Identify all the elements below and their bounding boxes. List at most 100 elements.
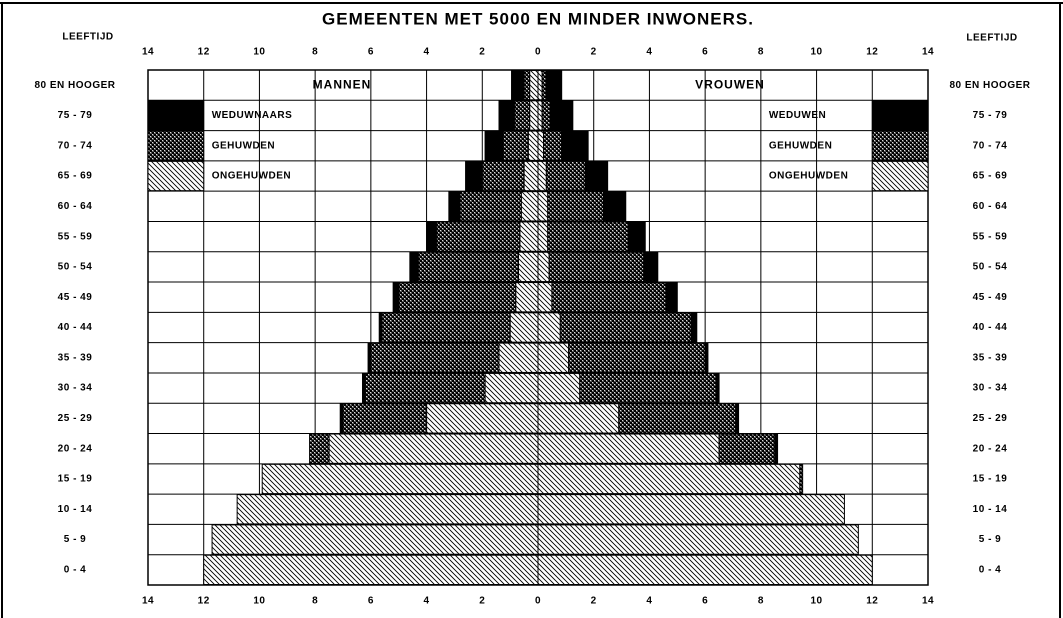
- bar-segment: [529, 70, 539, 101]
- bar-segment: [559, 312, 692, 343]
- bar-segment: [465, 160, 483, 192]
- y-tick-label: 20 - 24: [58, 443, 93, 454]
- bar-segment: [362, 372, 366, 404]
- x-tick-label: 10: [253, 596, 265, 607]
- y-tick-label: 55 - 59: [58, 231, 93, 242]
- y-tick-label: 15 - 19: [973, 474, 1008, 485]
- bar-segment: [518, 251, 539, 283]
- x-tick-label: 2: [591, 596, 597, 607]
- x-tick-label: 12: [198, 47, 210, 58]
- y-tick-label: 80 EN HOOGER: [34, 80, 115, 91]
- x-tick-label: 8: [758, 47, 764, 58]
- x-tick-label: 2: [479, 596, 485, 607]
- bar-segment: [523, 70, 531, 101]
- x-tick-label: 0: [535, 596, 541, 607]
- y-tick-label: 60 - 64: [973, 201, 1008, 212]
- bar-segment: [527, 130, 539, 161]
- bar-segment: [584, 160, 609, 192]
- y-tick-label: 65 - 69: [58, 171, 93, 182]
- y-tick-label: 25 - 29: [58, 413, 93, 424]
- bar-segment: [520, 191, 539, 222]
- y-tick-label: 40 - 44: [58, 322, 93, 333]
- x-tick-label: 4: [424, 596, 430, 607]
- bar-segment: [537, 100, 543, 131]
- bar-segment: [236, 494, 539, 525]
- y-axis-label: LEEFTIJD: [62, 32, 113, 43]
- bar-segment: [537, 70, 543, 101]
- bar-segment: [370, 342, 500, 373]
- y-tick-label: 10 - 14: [58, 504, 93, 515]
- y-tick-label: 80 EN HOOGER: [949, 80, 1030, 91]
- bar-segment: [381, 312, 511, 343]
- bar-segment: [309, 433, 330, 464]
- bar-segment: [328, 433, 539, 464]
- x-tick-label: 2: [591, 47, 597, 58]
- bar-segment: [481, 160, 525, 192]
- bar-segment: [203, 554, 539, 585]
- x-tick-label: 10: [253, 47, 265, 58]
- bar-segment: [426, 403, 539, 434]
- legend-label: WEDUWEN: [769, 110, 826, 121]
- bar-segment: [537, 554, 873, 585]
- bar-segment: [561, 130, 589, 161]
- bar-segment: [511, 70, 525, 101]
- bar-segment: [484, 130, 504, 161]
- bar-segment: [579, 372, 717, 404]
- bar-segment: [665, 282, 678, 313]
- bar-segment: [543, 130, 563, 161]
- bar-segment: [735, 403, 740, 434]
- legend-swatch: [147, 160, 205, 192]
- x-tick-label: 4: [424, 47, 430, 58]
- y-tick-label: 55 - 59: [973, 231, 1008, 242]
- bar-segment: [547, 221, 630, 252]
- bar-segment: [799, 463, 804, 495]
- y-tick-label: 0 - 4: [64, 564, 87, 575]
- bar-segment: [602, 191, 627, 222]
- y-tick-label: 70 - 74: [58, 140, 93, 151]
- y-tick-label: 60 - 64: [58, 201, 93, 212]
- legend-label: ONGEHUWDEN: [212, 171, 291, 182]
- bar-segment: [550, 100, 574, 131]
- bar-segment: [459, 191, 522, 222]
- bar-segment: [537, 524, 859, 555]
- bar-segment: [502, 130, 529, 161]
- legend-swatch: [147, 100, 205, 131]
- bar-segment: [541, 100, 552, 131]
- bar-segment: [342, 403, 428, 434]
- y-tick-label: 35 - 39: [58, 352, 93, 363]
- bar-segment: [261, 463, 539, 495]
- bar-segment: [519, 221, 539, 252]
- legend-swatch: [871, 160, 929, 192]
- bar-segment: [537, 494, 845, 525]
- y-tick-label: 50 - 54: [58, 262, 93, 273]
- bar-segment: [551, 282, 667, 313]
- x-tick-label: 10: [811, 47, 823, 58]
- bar-segment: [548, 251, 645, 283]
- legend-label: ONGEHUWDEN: [769, 171, 848, 182]
- bar-segment: [484, 372, 539, 404]
- y-tick-label: 20 - 24: [973, 443, 1008, 454]
- y-tick-label: 50 - 54: [973, 262, 1008, 273]
- y-tick-label: 75 - 79: [58, 110, 93, 121]
- x-tick-label: 4: [646, 596, 652, 607]
- x-tick-label: 6: [368, 596, 374, 607]
- y-tick-label: 10 - 14: [973, 504, 1008, 515]
- group-label: MANNEN: [313, 77, 372, 91]
- bar-segment: [545, 70, 563, 101]
- legend-swatch: [871, 100, 929, 131]
- bar-segment: [523, 160, 539, 192]
- bar-segment: [509, 312, 539, 343]
- bar-segment: [426, 221, 437, 252]
- bar-segment: [537, 130, 545, 161]
- bar-segment: [537, 251, 550, 283]
- bar-segment: [537, 191, 549, 222]
- bar-segment: [537, 312, 561, 343]
- bar-segment: [513, 100, 531, 131]
- bar-segment: [718, 433, 776, 464]
- y-tick-label: 45 - 49: [973, 292, 1008, 303]
- x-tick-label: 6: [702, 47, 708, 58]
- x-tick-label: 6: [368, 47, 374, 58]
- bar-segment: [367, 342, 372, 373]
- legend-swatch: [147, 130, 205, 161]
- x-tick-label: 10: [811, 596, 823, 607]
